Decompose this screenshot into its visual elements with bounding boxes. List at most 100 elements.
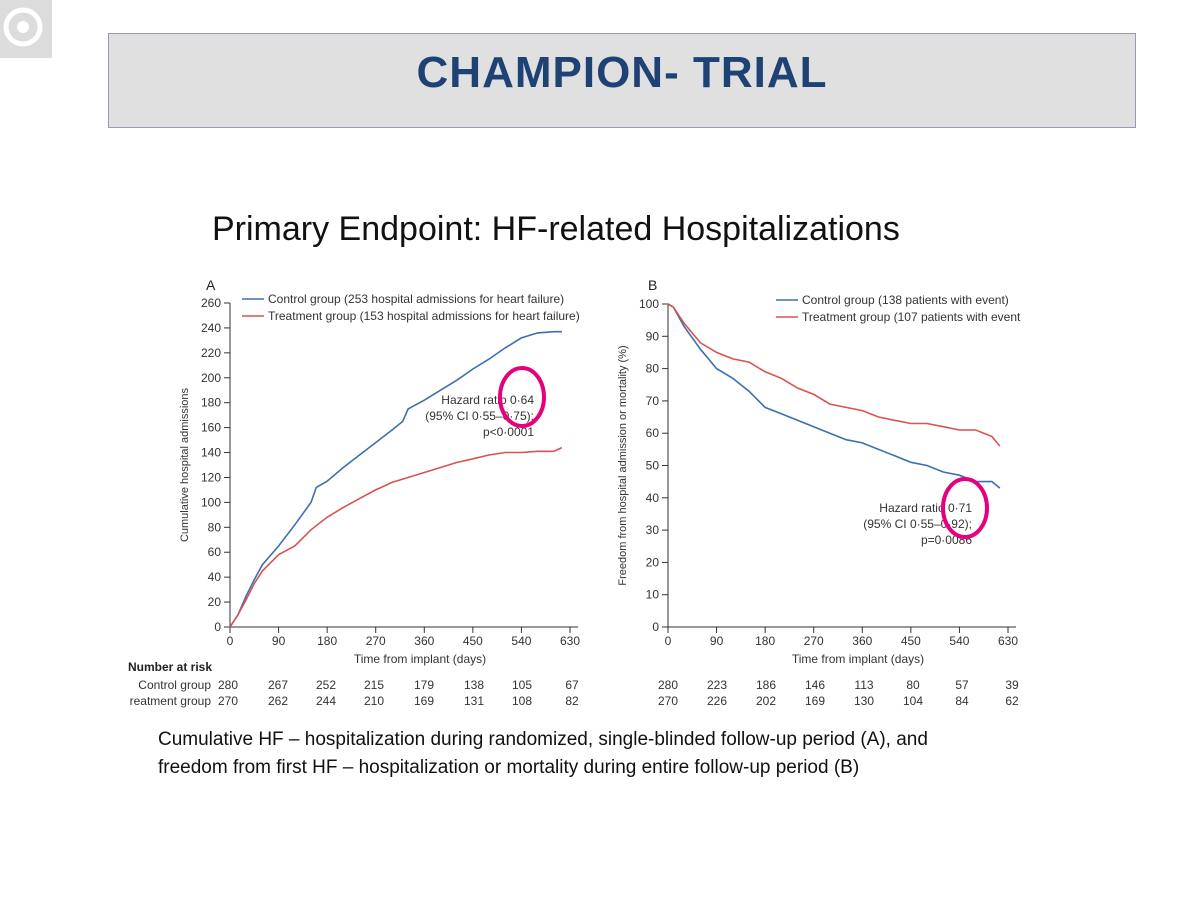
y-tick-label-b: 20	[646, 555, 660, 569]
risk-control-value-a: 67	[565, 678, 579, 692]
y-tick-label-a: 160	[201, 421, 221, 435]
y-tick-label-b: 60	[646, 426, 660, 440]
risk-treatment-value-a: 244	[316, 694, 336, 708]
y-tick-label-a: 140	[201, 446, 221, 460]
y-tick-label-a: 60	[208, 545, 222, 559]
x-tick-label-a: 0	[227, 634, 234, 648]
y-tick-label-a: 120	[201, 470, 221, 484]
y-tick-label-a: 240	[201, 321, 221, 335]
risk-control-value-a: 267	[268, 678, 288, 692]
x-tick-label-a: 90	[272, 634, 286, 648]
risk-treatment-label: reatment group	[130, 694, 212, 708]
risk-treatment-value-a: 262	[268, 694, 288, 708]
risk-treatment-value-a: 270	[218, 694, 238, 708]
logo	[0, 0, 52, 58]
x-tick-label-b: 450	[901, 634, 921, 648]
y-tick-label-b: 40	[646, 491, 660, 505]
x-tick-label-b: 0	[665, 634, 672, 648]
y-tick-label-a: 80	[208, 520, 222, 534]
risk-control-value-a: 215	[364, 678, 384, 692]
caption-line-2: freedom from first HF – hospitalization …	[158, 757, 860, 778]
risk-treatment-value-b: 226	[707, 694, 727, 708]
y-tick-label-a: 0	[214, 620, 221, 634]
panel-letter-b: B	[648, 277, 657, 293]
slide-title: CHAMPION- TRIAL	[416, 48, 828, 97]
hazard-ratio-text-a: Hazard ratio 0·64	[441, 393, 534, 407]
x-axis-label-a: Time from implant (days)	[354, 652, 486, 666]
x-tick-label-a: 450	[463, 634, 483, 648]
risk-control-value-b: 186	[756, 678, 776, 692]
y-tick-label-b: 70	[646, 394, 660, 408]
risk-control-value-b: 280	[658, 678, 678, 692]
title-banner: CHAMPION- TRIAL	[108, 33, 1136, 128]
x-tick-label-b: 270	[804, 634, 824, 648]
x-tick-label-b: 540	[949, 634, 969, 648]
hazard-ratio-text-b: (95% CI 0·55–0·92);	[863, 517, 972, 531]
x-tick-label-a: 270	[366, 634, 386, 648]
risk-control-value-b: 146	[805, 678, 825, 692]
risk-treatment-value-b: 270	[658, 694, 678, 708]
y-tick-label-b: 50	[646, 459, 660, 473]
risk-treatment-value-b: 104	[903, 694, 923, 708]
risk-treatment-value-a: 108	[512, 694, 532, 708]
risk-control-value-b: 223	[707, 678, 727, 692]
y-axis-label-b: Freedom from hospital admission or morta…	[617, 345, 629, 585]
treatment-series-line-b	[667, 303, 1001, 447]
x-tick-label-b: 630	[998, 634, 1018, 648]
risk-control-value-b: 57	[955, 678, 969, 692]
risk-control-value-b: 113	[854, 678, 873, 692]
x-tick-label-b: 90	[710, 634, 724, 648]
y-tick-label-b: 10	[646, 588, 660, 602]
y-tick-label-b: 30	[646, 523, 660, 537]
y-tick-label-b: 80	[646, 362, 660, 376]
y-tick-label-a: 260	[201, 296, 221, 310]
y-tick-label-a: 20	[208, 595, 222, 609]
risk-treatment-value-b: 62	[1005, 694, 1019, 708]
x-tick-label-b: 180	[755, 634, 775, 648]
treatment-series-line-a	[229, 446, 563, 628]
risk-control-label: Control group	[138, 678, 211, 692]
y-axis-label-a: Cumulative hospital admissions	[179, 387, 191, 542]
x-tick-label-b: 360	[852, 634, 872, 648]
highlight-circle-a	[498, 366, 546, 428]
risk-control-value-a: 179	[414, 678, 434, 692]
risk-treatment-value-a: 131	[464, 694, 484, 708]
risk-treatment-value-a: 82	[565, 694, 579, 708]
risk-treatment-value-b: 84	[955, 694, 969, 708]
control-series-line-b	[667, 303, 1001, 489]
y-tick-label-b: 0	[652, 620, 659, 634]
panel-letter-a: A	[206, 277, 216, 293]
hazard-ratio-text-b: Hazard ratio 0·71	[879, 501, 972, 515]
y-tick-label-b: 90	[646, 329, 660, 343]
hazard-ratio-text-a: p<0·0001	[483, 425, 534, 439]
y-tick-label-b: 100	[639, 297, 659, 311]
y-tick-label-a: 200	[201, 371, 221, 385]
caption-line-1: Cumulative HF – hospitalization during r…	[158, 729, 928, 750]
x-axis-label-b: Time from implant (days)	[792, 652, 924, 666]
risk-treatment-value-a: 169	[414, 694, 434, 708]
risk-control-value-a: 252	[316, 678, 336, 692]
legend-label-a: Control group (253 hospital admissions f…	[268, 292, 564, 306]
risk-control-value-b: 80	[906, 678, 920, 692]
risk-control-value-a: 280	[218, 678, 238, 692]
y-tick-label-a: 180	[201, 396, 221, 410]
risk-treatment-value-b: 202	[756, 694, 776, 708]
legend-label-a: Treatment group (153 hospital admissions…	[268, 309, 580, 323]
risk-control-value-a: 138	[464, 678, 484, 692]
y-tick-label-a: 40	[208, 570, 222, 584]
y-tick-label-a: 100	[201, 495, 221, 509]
chart-heading: Primary Endpoint: HF-related Hospitaliza…	[212, 210, 900, 248]
x-tick-label-a: 180	[317, 634, 337, 648]
risk-heading: Number at risk	[128, 660, 212, 674]
highlight-circle-b	[941, 477, 989, 539]
x-tick-label-a: 630	[560, 634, 580, 648]
risk-treatment-value-b: 130	[854, 694, 874, 708]
risk-control-value-b: 39	[1005, 678, 1019, 692]
risk-control-value-a: 105	[512, 678, 532, 692]
x-tick-label-a: 540	[511, 634, 531, 648]
legend-label-b: Treatment group (107 patients with event	[802, 310, 1021, 324]
hazard-ratio-text-a: (95% CI 0·55–0·75);	[425, 409, 534, 423]
risk-treatment-value-b: 169	[805, 694, 825, 708]
risk-treatment-value-a: 210	[364, 694, 384, 708]
